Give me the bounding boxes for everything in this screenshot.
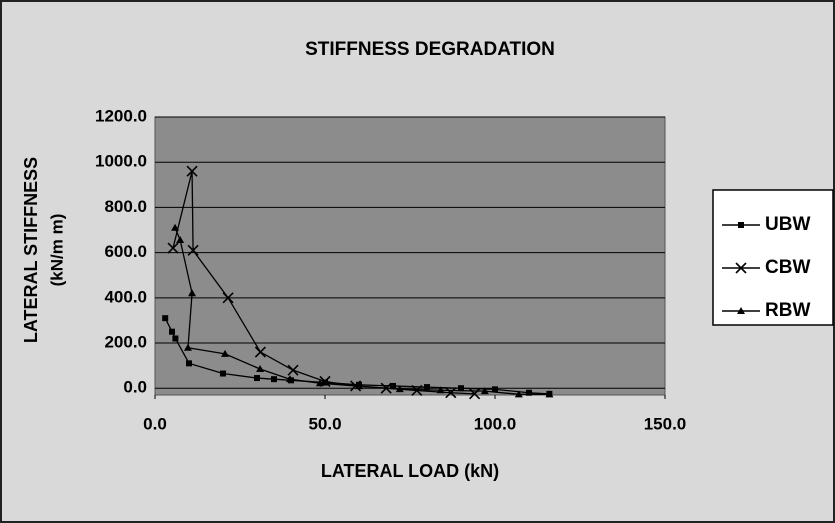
x-axis-label: LATERAL LOAD (kN) [321, 461, 499, 481]
y-tick-label: 800.0 [104, 197, 147, 216]
legend-box [712, 189, 834, 326]
marker [187, 244, 199, 256]
legend-label: RBW [765, 300, 810, 321]
marker [545, 390, 554, 398]
marker [186, 360, 192, 367]
legend-marker [735, 262, 747, 274]
marker [221, 349, 230, 357]
marker [436, 386, 445, 394]
x-tick-label: 100.0 [474, 414, 517, 433]
marker [254, 346, 266, 358]
marker [169, 328, 175, 335]
legend-label: CBW [765, 257, 810, 278]
marker [287, 364, 299, 376]
marker [355, 382, 363, 390]
marker [183, 343, 192, 351]
marker [424, 384, 430, 391]
marker [492, 386, 498, 393]
marker [445, 387, 457, 399]
marker [315, 379, 324, 387]
y-tick-label: 1000.0 [95, 152, 147, 171]
y-tick-label: 0.0 [123, 378, 147, 397]
series-line [172, 171, 475, 395]
x-tick-label: 150.0 [644, 414, 687, 433]
y-tick-label: 1200.0 [95, 106, 147, 125]
marker [176, 235, 185, 243]
marker [162, 315, 169, 322]
marker [167, 242, 179, 254]
marker [222, 292, 234, 304]
x-tick-label: 50.0 [308, 414, 341, 433]
y-tick-label: 400.0 [104, 287, 147, 306]
marker [254, 375, 260, 382]
y-axis-label: LATERAL STIFFNESS [21, 157, 41, 343]
marker [285, 375, 294, 383]
marker [271, 376, 277, 383]
series-line [174, 227, 550, 395]
chart-title: STIFFNESS DEGRADATION [305, 39, 555, 60]
legend-marker [737, 307, 745, 314]
y-tick-label: 600.0 [104, 242, 147, 261]
marker [171, 223, 180, 231]
marker [514, 390, 523, 398]
marker [411, 384, 423, 397]
marker [188, 289, 197, 297]
y-axis-unit: (kN/m m) [47, 214, 66, 287]
marker [220, 370, 226, 377]
marker [186, 165, 198, 177]
y-tick-label: 200.0 [104, 333, 147, 352]
marker [256, 365, 265, 373]
x-tick-label: 0.0 [143, 414, 167, 433]
marker [526, 389, 532, 396]
marker [390, 382, 396, 389]
legend-marker [738, 222, 744, 228]
marker [395, 385, 404, 393]
marker [458, 385, 464, 392]
legend-label: UBW [765, 214, 810, 235]
plot-area [154, 116, 666, 396]
marker [172, 335, 179, 342]
marker [480, 387, 489, 395]
